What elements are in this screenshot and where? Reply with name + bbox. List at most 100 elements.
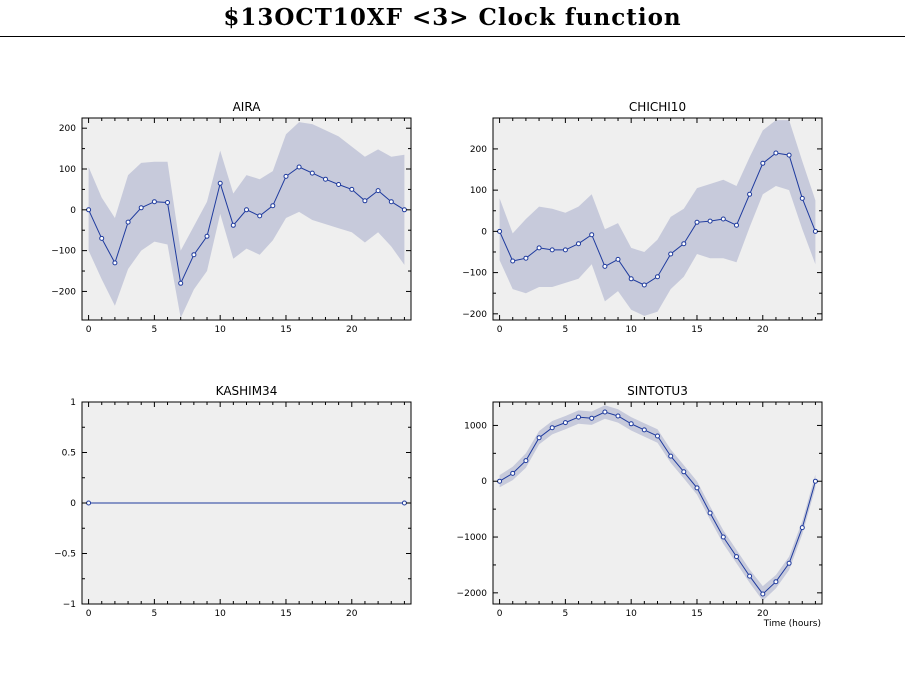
data-point: [628, 276, 634, 282]
time-axis-label: Time (hours): [763, 619, 821, 629]
data-point: [497, 228, 503, 234]
x-tick-label: 15: [691, 325, 702, 335]
data-point: [747, 573, 753, 579]
data-point: [615, 256, 621, 262]
data-point: [681, 469, 687, 475]
data-point: [99, 235, 105, 241]
data-point: [773, 579, 779, 585]
data-point: [257, 213, 263, 219]
y-tick-label: 0: [481, 477, 487, 487]
x-tick-label: 15: [280, 325, 291, 335]
x-tick-label: 15: [691, 609, 702, 619]
x-tick-label: 10: [625, 325, 637, 335]
x-tick-label: 20: [757, 325, 769, 335]
chart-panel-aira: AIRA 0 5 10 15 20 −200 −100 0 100 200: [51, 100, 412, 335]
data-point: [336, 182, 342, 187]
x-tick-label: 20: [346, 609, 358, 619]
data-point: [615, 413, 621, 419]
data-point: [523, 458, 529, 464]
data-point: [536, 245, 542, 251]
chart-panel-kashim34: KASHIM34 0 5 10 15 20 −1 −0.5 0 0.5 1: [54, 384, 412, 619]
data-point: [510, 258, 516, 264]
x-tick-label: 0: [497, 325, 503, 335]
x-tick-label: 15: [280, 609, 291, 619]
data-point: [668, 251, 674, 257]
y-tick-label: 200: [470, 145, 487, 155]
data-point: [773, 150, 779, 156]
data-point: [204, 233, 210, 239]
data-point: [694, 485, 700, 491]
y-tick-label: −100: [462, 269, 487, 279]
x-tick-label: 20: [346, 325, 358, 335]
data-point: [309, 170, 315, 176]
uncertainty-band: [499, 120, 816, 316]
data-point: [694, 219, 700, 225]
data-point: [707, 510, 713, 516]
data-point: [734, 554, 739, 560]
data-point: [589, 232, 595, 238]
data-point: [112, 260, 118, 266]
data-point: [510, 470, 516, 476]
data-point: [681, 241, 687, 247]
x-tick-label: 5: [152, 325, 158, 335]
y-tick-label: 100: [470, 186, 487, 196]
title-divider: [0, 36, 905, 37]
data-point: [217, 180, 223, 186]
chart-title: KASHIM34: [216, 384, 278, 398]
data-point: [151, 199, 157, 205]
y-tick-label: −2000: [457, 589, 488, 599]
data-point: [589, 415, 595, 421]
data-point: [576, 414, 581, 420]
chart-title: AIRA: [233, 100, 262, 114]
y-tick-label: 1000: [464, 421, 487, 431]
y-tick-label: 0: [481, 227, 487, 237]
y-tick-label: 100: [59, 165, 76, 175]
y-tick-label: 200: [59, 124, 76, 134]
x-tick-label: 5: [563, 609, 569, 619]
data-point: [86, 207, 92, 213]
x-tick-label: 10: [214, 609, 226, 619]
data-point: [270, 203, 276, 209]
data-point: [720, 216, 726, 222]
chart-panel-sintotu3: SINTOTU3 0 5 10 15 20 −2000 −1000 0 1000: [457, 384, 823, 619]
x-tick-label: 10: [214, 325, 226, 335]
x-tick-label: 5: [563, 325, 569, 335]
data-point: [734, 222, 739, 228]
data-point: [178, 280, 184, 286]
data-point: [655, 433, 660, 439]
y-tick-label: −100: [51, 247, 76, 257]
y-tick-label: −0.5: [54, 550, 76, 560]
uncertainty-band: [88, 122, 405, 318]
data-point: [323, 176, 328, 182]
data-point: [707, 218, 713, 224]
data-point: [549, 425, 555, 431]
data-point: [375, 188, 381, 194]
data-point: [562, 247, 568, 253]
chart-panel-chichi10: CHICHI10 0 5 10 15 20 −200 −100 0 100 200: [462, 100, 823, 335]
x-tick-label: 20: [757, 609, 769, 619]
y-tick-label: −200: [462, 310, 487, 320]
y-tick-label: −1000: [457, 533, 488, 543]
x-tick-label: 0: [86, 325, 92, 335]
data-point: [401, 207, 407, 213]
y-tick-label: 0: [70, 499, 76, 509]
data-point: [283, 173, 289, 179]
data-point: [138, 205, 144, 211]
x-tick-label: 10: [625, 609, 637, 619]
data-point: [760, 160, 766, 166]
y-tick-label: 0.5: [62, 449, 76, 459]
data-point: [812, 478, 818, 484]
data-point: [388, 199, 394, 205]
data-point: [799, 195, 805, 201]
data-point: [668, 453, 674, 459]
uncertainty-band: [499, 405, 816, 601]
data-point: [747, 191, 753, 197]
data-point: [523, 255, 529, 261]
data-point: [786, 560, 792, 566]
data-point: [628, 421, 634, 427]
data-point: [641, 427, 647, 433]
y-tick-label: −200: [51, 287, 76, 297]
data-point: [655, 274, 660, 280]
data-point: [602, 409, 608, 415]
